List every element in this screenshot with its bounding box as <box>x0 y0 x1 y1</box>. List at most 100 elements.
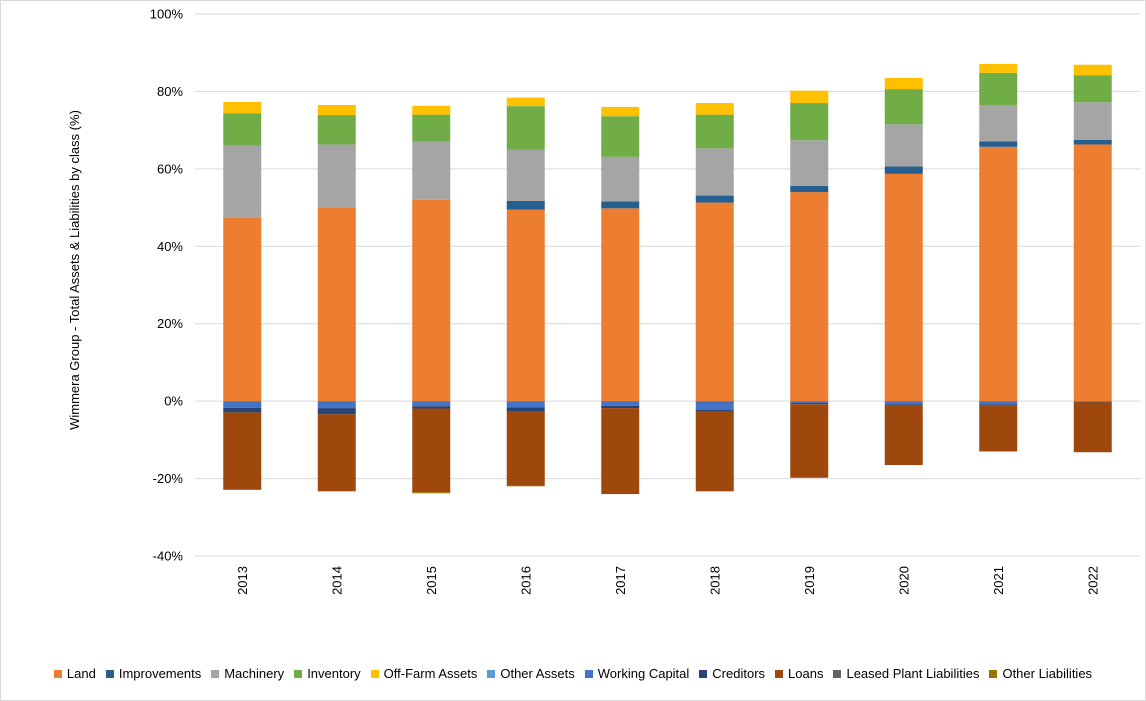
bar-creditors-2022 <box>1073 401 1112 403</box>
y-tick-label: -20% <box>153 471 184 486</box>
legend-item: Other Liabilities <box>989 666 1092 681</box>
legend-item: Loans <box>775 666 823 681</box>
legend-label: Inventory <box>307 666 361 681</box>
bar-machinery-2015 <box>412 141 451 200</box>
bar-land-2017 <box>601 208 640 402</box>
legend-item: Other Assets <box>487 666 575 681</box>
bar-machinery-2020 <box>884 124 923 167</box>
x-tick-label: 2022 <box>1085 566 1100 595</box>
y-tick-label: 20% <box>157 316 183 331</box>
legend-label: Creditors <box>712 666 766 681</box>
bar-working-capital-2014 <box>317 401 356 409</box>
bar-creditors-2014 <box>317 408 356 415</box>
bar-creditors-2021 <box>979 404 1018 406</box>
bar-inventory-2021 <box>979 72 1018 105</box>
bar-creditors-2020 <box>884 404 923 406</box>
bar-land-2013 <box>223 217 262 402</box>
bar-improvements-2020 <box>884 166 923 174</box>
bar-loans-2020 <box>884 405 923 466</box>
bar-machinery-2021 <box>979 104 1018 142</box>
bar-improvements-2017 <box>601 201 640 209</box>
bar-machinery-2017 <box>601 156 640 202</box>
bar-creditors-2018 <box>695 410 734 412</box>
x-tick-label: 2013 <box>235 566 250 595</box>
legend-swatch <box>370 669 379 678</box>
bar-inventory-2022 <box>1073 75 1112 103</box>
y-axis-label: Wimmera Group - Total Assets & Liabiliti… <box>67 110 82 430</box>
x-tick-label: 2018 <box>707 566 722 595</box>
x-tick-label: 2016 <box>518 566 533 595</box>
bar-improvements-2018 <box>695 195 734 203</box>
bar-off-farm-assets-2015 <box>412 105 451 115</box>
bar-other-liabilities-2015 <box>412 492 451 494</box>
bar-inventory-2019 <box>790 103 829 141</box>
bar-improvements-2019 <box>790 185 829 193</box>
x-tick-label: 2021 <box>991 566 1006 595</box>
bar-working-capital-2022 <box>1073 401 1112 402</box>
bar-other-liabilities-2016 <box>506 485 545 487</box>
y-tick-label: -40% <box>153 549 184 564</box>
legend-item: Improvements <box>105 666 202 681</box>
legend-item: Creditors <box>699 666 765 681</box>
legend-item: Leased Plant Liabilities <box>833 666 979 681</box>
bar-land-2021 <box>979 146 1018 402</box>
bar-working-capital-2018 <box>695 401 734 411</box>
legend-label: Loans <box>788 666 824 681</box>
legend-label: Leased Plant Liabilities <box>846 666 980 681</box>
bar-off-farm-assets-2014 <box>317 104 356 116</box>
legend-label: Other Assets <box>500 666 575 681</box>
x-axis-ticks: 2013 2014 2015 2016 2017 2018 2019 2020 2021 2022 <box>235 566 1101 595</box>
legend-swatch <box>833 669 842 678</box>
legend-swatch <box>211 669 220 678</box>
bar-off-farm-assets-2021 <box>979 63 1018 73</box>
y-tick-label: 0% <box>164 394 183 409</box>
legend-label: Machinery <box>224 666 285 681</box>
bar-land-2022 <box>1073 144 1112 402</box>
legend-swatch <box>294 669 303 678</box>
bar-working-capital-2017 <box>601 401 640 406</box>
legend-item: Land <box>53 666 96 681</box>
y-tick-label: 80% <box>157 84 183 99</box>
bar-loans-2013 <box>223 412 262 490</box>
stacked-bar-chart: -40%-20%0%20%40%60%80%100% 2013 2014 2015 2… <box>67 7 1140 595</box>
bar-machinery-2013 <box>223 145 262 218</box>
bar-machinery-2014 <box>317 144 356 208</box>
bar-loans-2016 <box>506 411 545 486</box>
bar-land-2019 <box>790 192 829 402</box>
bars <box>223 63 1112 495</box>
bar-machinery-2016 <box>506 149 545 201</box>
bar-loans-2021 <box>979 405 1018 452</box>
bar-land-2020 <box>884 173 923 402</box>
legend-label: Off-Farm Assets <box>383 666 478 681</box>
bar-inventory-2020 <box>884 89 923 125</box>
bar-off-farm-assets-2022 <box>1073 64 1112 76</box>
bar-working-capital-2021 <box>979 401 1018 405</box>
bar-inventory-2016 <box>506 106 545 150</box>
bar-improvements-2016 <box>506 200 545 210</box>
bar-off-farm-assets-2018 <box>695 103 734 115</box>
bar-inventory-2018 <box>695 114 734 149</box>
x-tick-label: 2019 <box>802 566 817 595</box>
y-tick-label: 100% <box>150 7 184 22</box>
bar-creditors-2017 <box>601 405 640 409</box>
x-tick-label: 2014 <box>329 566 344 595</box>
bar-off-farm-assets-2019 <box>790 90 829 104</box>
legend-label: Working Capital <box>597 666 690 681</box>
x-tick-label: 2017 <box>613 566 628 595</box>
legend-label: Improvements <box>118 666 202 681</box>
legend-swatch <box>699 669 708 678</box>
legend-item: Machinery <box>211 666 284 681</box>
legend-swatch <box>105 669 114 678</box>
legend-swatch <box>487 669 496 678</box>
bar-loans-2019 <box>790 404 829 478</box>
x-tick-label: 2020 <box>896 566 911 595</box>
bar-machinery-2019 <box>790 140 829 186</box>
bar-off-farm-assets-2013 <box>223 101 262 114</box>
bar-loans-2022 <box>1073 402 1112 453</box>
bar-working-capital-2013 <box>223 401 262 408</box>
legend-item: Inventory <box>294 666 361 681</box>
bar-land-2016 <box>506 209 545 402</box>
bar-creditors-2013 <box>223 407 262 413</box>
legend-item: Working Capital <box>584 666 690 681</box>
bar-off-farm-assets-2016 <box>506 97 545 107</box>
